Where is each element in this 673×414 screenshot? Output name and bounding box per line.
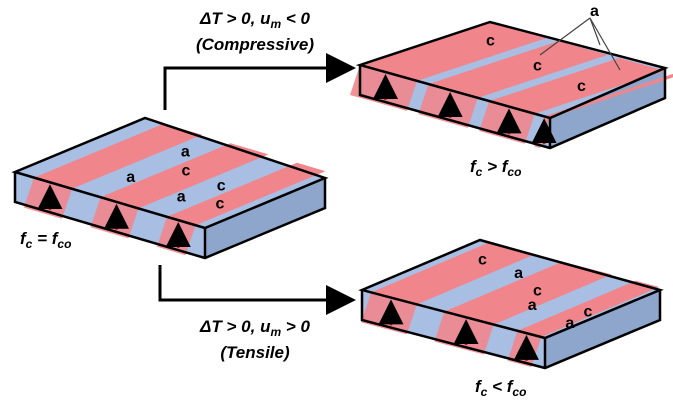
op: < f [487, 377, 514, 396]
domain-label: a [177, 189, 186, 206]
arrow-tensile [160, 265, 350, 300]
condition-note: (Compressive) [196, 35, 314, 54]
domain-label: c [577, 78, 586, 95]
arrow-compressive [165, 68, 350, 110]
domain-label: c [583, 304, 592, 321]
domain-label: a [181, 144, 190, 161]
relation: fc < fco [475, 377, 526, 399]
domain-label: a [565, 315, 574, 332]
condition-note: (Tensile) [220, 343, 290, 362]
op: > f [482, 157, 509, 176]
block: c c c a fc > fco [350, 3, 673, 179]
relation: fc > fco [470, 157, 521, 179]
condition: ΔT > 0, um < 0 [199, 9, 311, 31]
domain-label: c [478, 252, 487, 269]
sub: co [57, 237, 71, 251]
sub: co [507, 165, 521, 179]
condition: ΔT > 0, um > 0 [199, 317, 311, 339]
relation: fc = fco [20, 229, 71, 251]
diagram: ΔT > 0, um < 0 (Compressive) ΔT > 0, um … [0, 0, 673, 409]
op: = f [32, 229, 59, 248]
domain-label: c [216, 195, 225, 212]
domain-label: c [486, 33, 495, 50]
domain-label: a [126, 169, 135, 186]
domain-label: a [514, 265, 523, 282]
domain-label: c [533, 58, 542, 75]
domain-label: c [217, 177, 226, 194]
domain-label: a [590, 3, 599, 20]
domain-label: a [528, 297, 537, 314]
sub: co [512, 385, 526, 399]
pointer [590, 18, 600, 45]
domain-label: c [182, 162, 191, 179]
